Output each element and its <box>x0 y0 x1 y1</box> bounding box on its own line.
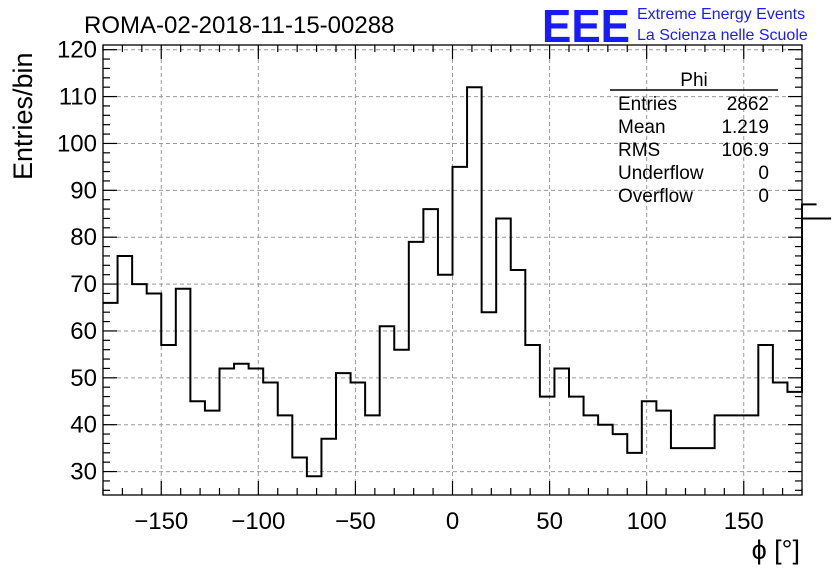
histogram-bin <box>380 326 395 495</box>
histogram-bin <box>234 364 249 495</box>
histogram-bin <box>132 284 147 495</box>
stats-label: Mean <box>618 117 666 138</box>
x-tick-label: −150 <box>134 508 188 535</box>
histogram-bin <box>671 448 686 495</box>
eee-logo: EEE <box>542 0 630 52</box>
stats-label: Underflow <box>618 163 704 184</box>
histogram-bin <box>467 87 482 495</box>
histogram-bin <box>700 448 715 495</box>
histogram-bin <box>773 383 788 496</box>
x-tick-label: −50 <box>335 508 376 535</box>
y-tick-label: 100 <box>57 130 97 157</box>
x-tick-label: 100 <box>627 508 667 535</box>
stats-rows: Entries 2862 Mean 1.219 RMS 106.9 Underflow 0 Ov… <box>618 94 769 207</box>
histogram-bin <box>525 345 540 495</box>
histogram-bin <box>103 303 118 495</box>
histogram-bin <box>307 476 322 495</box>
histogram-bin <box>627 453 642 495</box>
histogram-bin <box>686 448 701 495</box>
histogram-bin <box>365 415 380 495</box>
histogram-bin <box>438 275 453 495</box>
histogram-bin <box>394 350 409 495</box>
histogram-bin <box>511 270 526 495</box>
y-tick-label: 80 <box>70 224 97 251</box>
y-tick-labels: 30 40 50 60 70 80 90 100 110 120 <box>57 37 97 486</box>
stats-label: Overflow <box>618 186 693 207</box>
stats-value: 0 <box>758 186 769 207</box>
x-axis-label: ϕ [°] <box>752 535 800 565</box>
histogram-bin <box>715 415 730 495</box>
y-axis-label: Entries/bin <box>8 52 38 180</box>
histogram-line <box>103 86 832 478</box>
x-tick-labels: −150 −100 −50 0 50 100 150 <box>134 508 764 535</box>
y-tick-label: 40 <box>70 412 97 439</box>
histogram-bin <box>321 439 336 495</box>
histogram-bin <box>409 242 424 495</box>
histogram-bin <box>220 368 235 495</box>
stats-value: 2862 <box>727 94 769 115</box>
y-tick-label: 70 <box>70 271 97 298</box>
histogram-bin <box>453 167 468 495</box>
stats-value: 1.219 <box>721 117 769 138</box>
histogram-bin <box>598 425 613 495</box>
histogram-bin <box>540 397 555 495</box>
histogram-bin <box>190 401 205 495</box>
histogram-bin <box>496 218 511 495</box>
histogram-bin <box>205 411 220 495</box>
axis-ticks <box>102 45 803 495</box>
eee-branding: EEE Extreme Energy Events La Scienza nel… <box>542 0 808 52</box>
histogram-bin <box>584 415 599 495</box>
x-tick-label: 0 <box>446 508 459 535</box>
histogram-bin <box>118 256 133 495</box>
brand-line-2: La Scienza nelle Scuole <box>637 27 808 44</box>
y-tick-label: 110 <box>59 84 97 111</box>
x-tick-label: 50 <box>536 508 563 535</box>
y-tick-label: 50 <box>70 365 97 392</box>
x-tick-label: 150 <box>724 508 764 535</box>
histogram-bin <box>278 415 293 495</box>
histogram-bin <box>729 415 744 495</box>
histogram-bin <box>161 345 176 495</box>
histogram-bin <box>758 345 773 495</box>
brand-line-1: Extreme Energy Events <box>637 6 805 23</box>
histogram-bin <box>423 209 438 495</box>
histogram-bin <box>292 458 307 496</box>
stats-box: Phi Entries 2862 Mean 1.219 RMS 106.9 Underflo… <box>610 70 778 207</box>
histogram-bin <box>642 401 657 495</box>
histogram-bin <box>147 293 162 495</box>
histogram-bin <box>351 383 366 496</box>
y-tick-label: 60 <box>70 318 97 345</box>
histogram-bin <box>176 289 191 495</box>
histogram-bin <box>613 434 628 495</box>
plot-title: ROMA-02-2018-11-15-00288 <box>84 12 394 39</box>
histogram-bin <box>656 411 671 495</box>
histogram-bin <box>554 368 569 495</box>
histogram-bin <box>482 312 497 495</box>
stats-title: Phi <box>680 70 707 91</box>
stats-label: Entries <box>618 94 677 115</box>
stats-value: 0 <box>758 163 769 184</box>
stats-label: RMS <box>618 140 660 161</box>
y-tick-label: 90 <box>70 177 97 204</box>
histogram-bins <box>103 87 802 495</box>
stats-value: 106.9 <box>721 140 769 161</box>
histogram-bin <box>569 397 584 495</box>
histogram-bin <box>336 373 351 495</box>
y-tick-label: 120 <box>57 37 97 64</box>
histogram-bin <box>249 368 264 495</box>
y-tick-label: 30 <box>70 459 97 486</box>
histogram-bin <box>744 415 759 495</box>
histogram-bin <box>263 383 278 496</box>
x-tick-label: −100 <box>231 508 285 535</box>
